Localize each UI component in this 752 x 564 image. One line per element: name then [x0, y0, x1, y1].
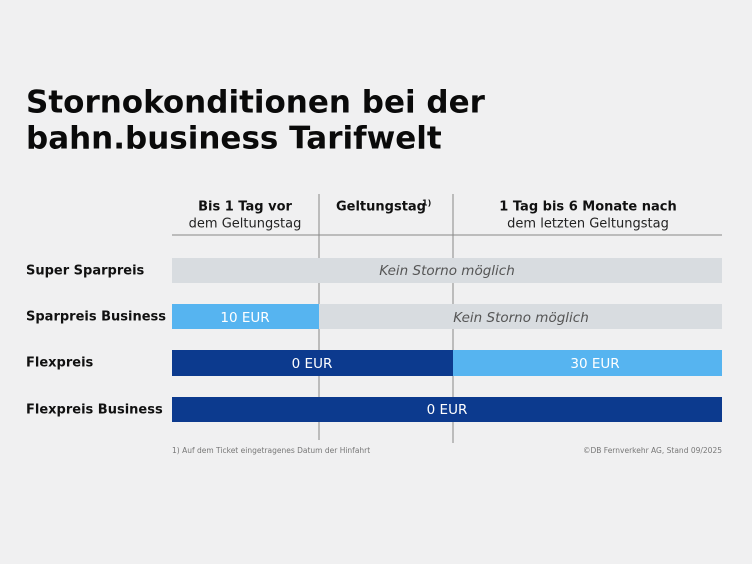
cell-bar — [172, 350, 453, 376]
copyright: ©DB Fernverkehr AG, Stand 09/2025 — [583, 446, 722, 455]
cell-text: 0 EUR — [292, 356, 333, 372]
column-title: Geltungstag — [336, 200, 426, 215]
cell-text: Kein Storno möglich — [453, 310, 589, 326]
column-title: Bis 1 Tag vor — [198, 200, 292, 215]
cell-text: Kein Storno möglich — [379, 263, 515, 279]
title: Stornokonditionen bei der — [26, 85, 486, 121]
cell-bar — [453, 350, 722, 376]
row-label: Flexpreis — [26, 356, 94, 371]
cell-bar — [172, 304, 319, 329]
cell-bar — [172, 258, 722, 283]
cell-text: 10 EUR — [220, 310, 269, 326]
cell-bar — [172, 397, 722, 422]
column-subtitle: dem letzten Geltungstag — [507, 217, 669, 232]
footnote: 1) Auf dem Ticket eingetragenes Datum de… — [172, 446, 370, 455]
row-label: Flexpreis Business — [26, 403, 163, 418]
cell-text: 30 EUR — [570, 356, 619, 372]
footnote-mark: 1) — [422, 199, 431, 208]
column-title: 1 Tag bis 6 Monate nach — [499, 200, 676, 215]
title: bahn.business Tarifwelt — [26, 121, 442, 157]
cell-text: 0 EUR — [427, 402, 468, 418]
cell-bar — [319, 304, 722, 329]
row-label: Sparpreis Business — [26, 310, 166, 325]
row-label: Super Sparpreis — [26, 264, 145, 279]
column-subtitle: dem Geltungstag — [189, 217, 302, 232]
